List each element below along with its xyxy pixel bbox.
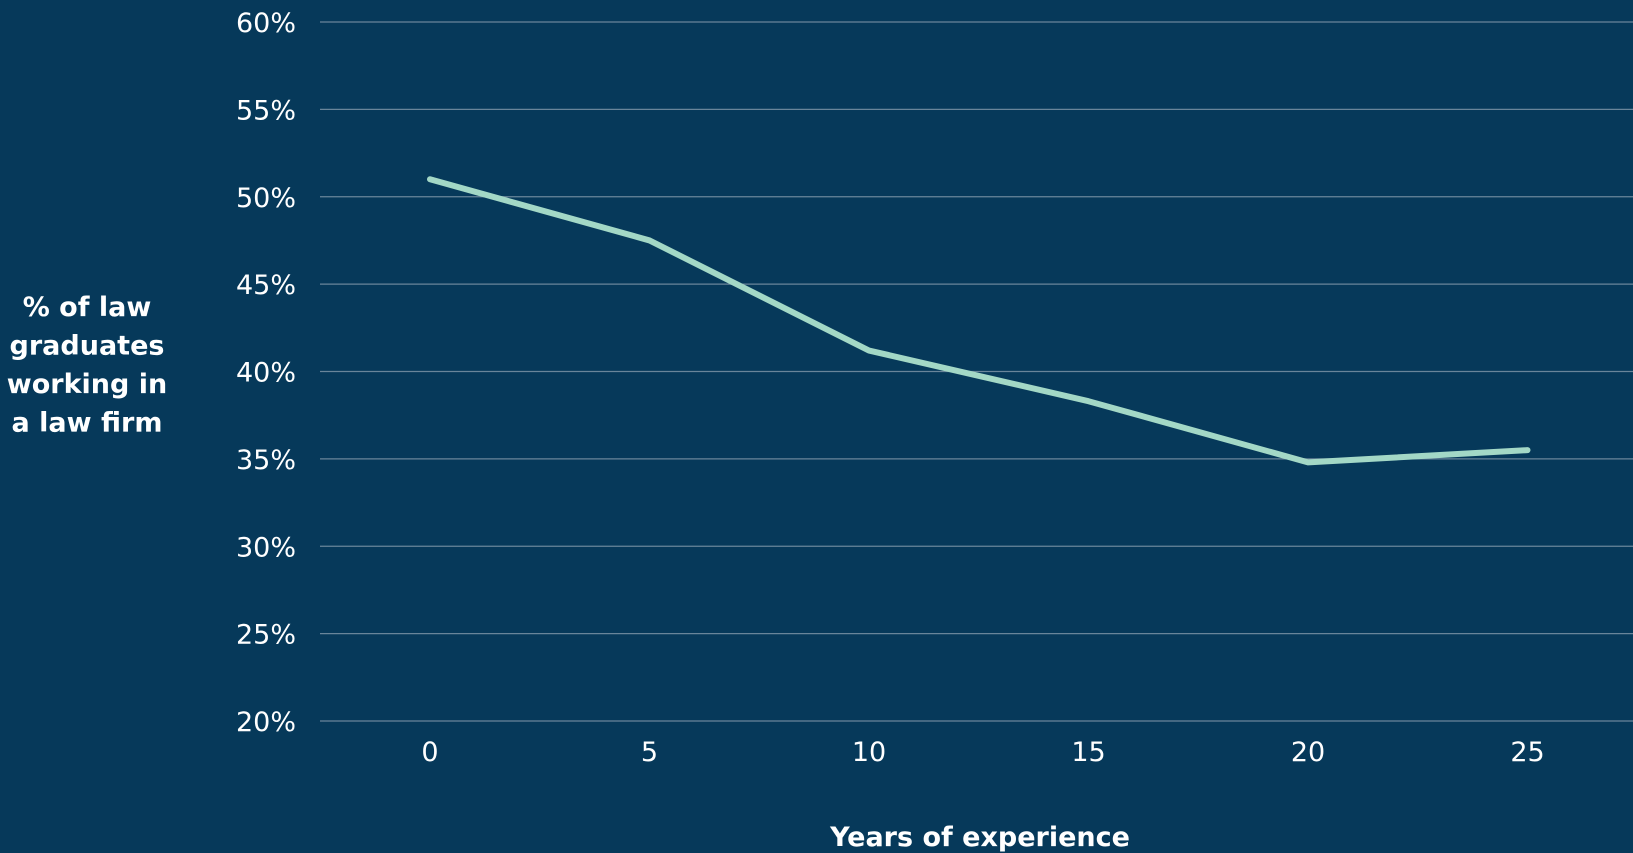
y-axis-title-line: graduates	[10, 331, 165, 362]
x-axis-title: Years of experience	[829, 822, 1130, 853]
y-tick-label: 25%	[236, 620, 296, 651]
x-tick-label: 5	[641, 737, 658, 768]
x-tick-label: 10	[852, 737, 886, 768]
y-tick-label: 40%	[236, 358, 296, 389]
y-tick-label: 20%	[236, 707, 296, 738]
y-tick-label: 55%	[236, 95, 296, 126]
y-axis-ticks: 20% 25% 30% 35% 40% 45% 50% 55% 60%	[236, 8, 296, 738]
x-axis-ticks: 0 5 10 15 20 25	[421, 737, 1544, 768]
x-tick-label: 15	[1071, 737, 1105, 768]
y-tick-label: 45%	[236, 270, 296, 301]
y-axis-title-line: % of law	[23, 292, 152, 323]
y-axis-title-line: working in	[7, 369, 167, 400]
x-tick-label: 0	[421, 737, 438, 768]
y-axis-title-line: a law firm	[12, 408, 163, 439]
series-layer	[427, 176, 1531, 466]
x-tick-label: 20	[1291, 737, 1325, 768]
y-tick-label: 35%	[236, 445, 296, 476]
y-axis-title: % of law graduates working in a law firm	[7, 292, 167, 439]
y-tick-label: 30%	[236, 532, 296, 563]
y-tick-label: 60%	[236, 8, 296, 39]
gridlines	[320, 21, 1633, 722]
series-line	[427, 176, 1531, 466]
x-tick-label: 25	[1510, 737, 1544, 768]
y-tick-label: 50%	[236, 183, 296, 214]
